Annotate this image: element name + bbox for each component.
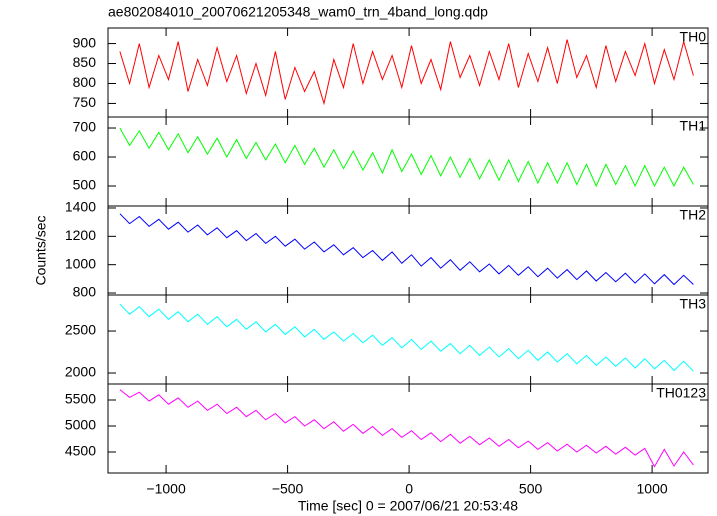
y-tick-label: 4500 <box>65 443 96 459</box>
data-line <box>119 127 694 188</box>
legend-label: TH0123 <box>656 385 706 401</box>
y-tick-label: 2500 <box>65 322 96 338</box>
y-tick-label: 800 <box>73 74 97 90</box>
x-tick-label: −1000 <box>146 481 186 497</box>
x-tick-label: −500 <box>272 481 304 497</box>
y-tick-label: 700 <box>73 119 97 135</box>
y-tick-label: 2000 <box>65 364 96 380</box>
y-tick-label: 5000 <box>65 417 96 433</box>
y-tick-label: 750 <box>73 94 97 110</box>
x-axis-label: Time [sec] 0 = 2007/06/21 20:53:48 <box>298 498 518 514</box>
data-line <box>119 303 694 372</box>
panel-frame <box>107 294 709 385</box>
y-tick-label: 850 <box>73 54 97 70</box>
data-line <box>119 39 694 106</box>
x-tick-label: 1000 <box>637 481 668 497</box>
x-tick-label: 0 <box>405 481 413 497</box>
y-tick-label: 800 <box>73 284 97 300</box>
y-tick-label: 1400 <box>65 199 96 215</box>
panel-frame <box>107 383 709 474</box>
y-tick-label: 900 <box>73 34 97 50</box>
chart-title: ae802084010_20070621205348_wam0_trn_4ban… <box>108 4 488 20</box>
legend-label: TH2 <box>680 207 707 223</box>
data-line <box>119 213 694 286</box>
panel-frame <box>107 116 709 207</box>
y-tick-label: 5500 <box>65 391 96 407</box>
legend-label: TH3 <box>680 296 707 312</box>
legend-label: TH0 <box>680 29 707 45</box>
y-tick-label: 600 <box>73 148 97 164</box>
data-line <box>119 389 694 468</box>
panel-frame <box>107 205 709 296</box>
legend-label: TH1 <box>680 118 707 134</box>
y-tick-label: 1000 <box>65 255 96 271</box>
x-tick-label: 500 <box>519 481 543 497</box>
y-tick-label: 1200 <box>65 227 96 243</box>
y-axis-label: Counts/sec <box>33 215 49 285</box>
panel-frame <box>107 27 709 118</box>
y-tick-label: 500 <box>73 177 97 193</box>
